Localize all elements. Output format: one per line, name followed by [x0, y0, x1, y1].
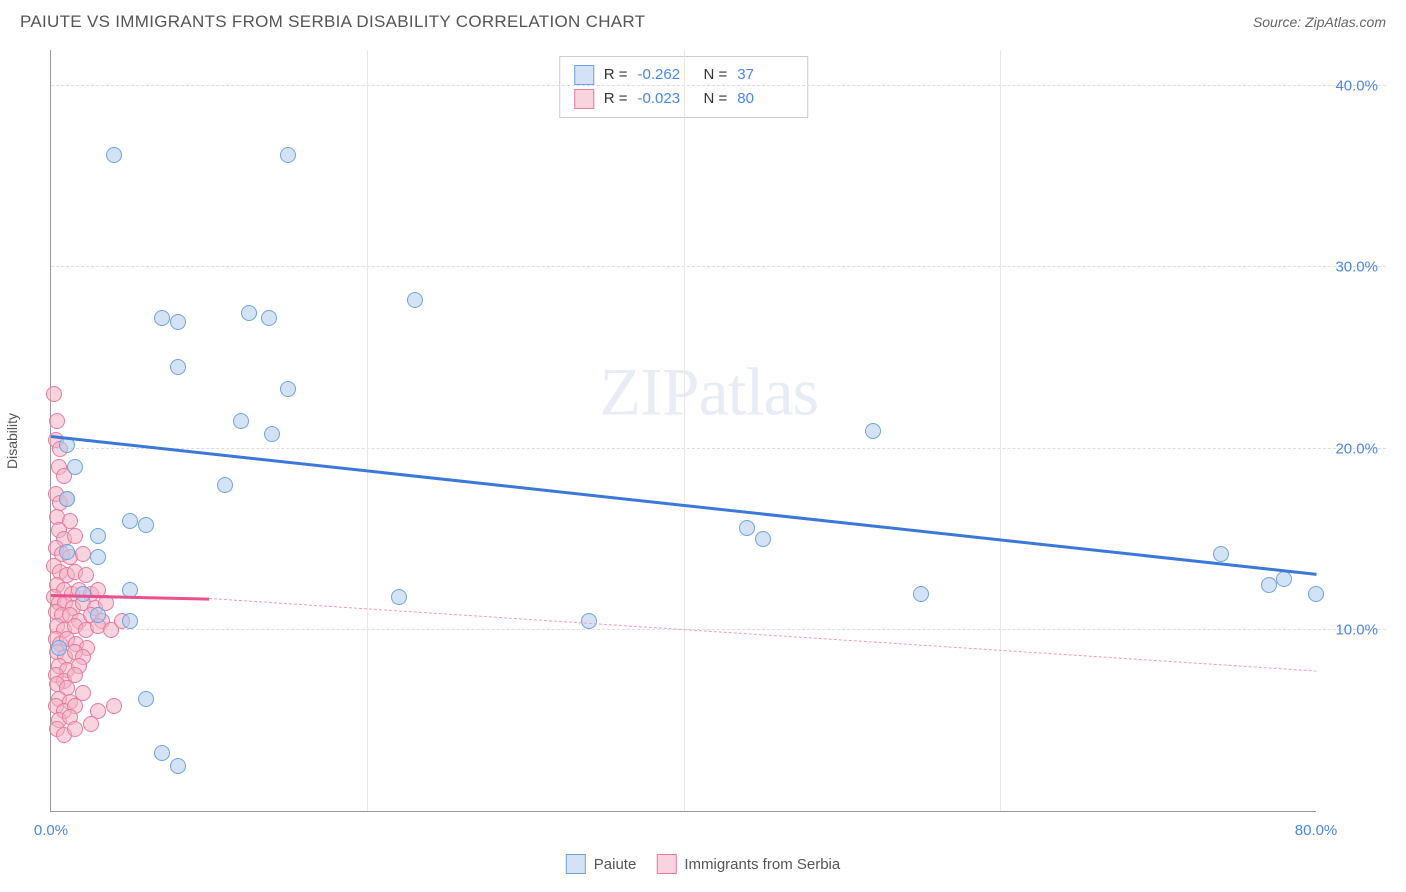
swatch-paiute	[574, 65, 594, 85]
plot-area: ZIPatlas R = -0.262 N = 37 R = -0.023 N …	[50, 50, 1316, 812]
legend-label-paiute: Paiute	[594, 856, 637, 873]
scatter-point	[1276, 571, 1292, 587]
watermark-atlas: atlas	[698, 354, 818, 430]
chart-container: Disability ZIPatlas R = -0.262 N = 37 R …	[40, 50, 1386, 832]
gridline-horizontal	[51, 629, 1386, 630]
gridline-vertical	[1000, 50, 1001, 811]
scatter-point	[138, 517, 154, 533]
scatter-point	[391, 589, 407, 605]
gridline-vertical	[367, 50, 368, 811]
scatter-point	[170, 359, 186, 375]
chart-header: PAIUTE VS IMMIGRANTS FROM SERBIA DISABIL…	[0, 0, 1406, 40]
x-tick-label: 0.0%	[34, 822, 68, 839]
n-value: 37	[737, 63, 793, 87]
gridline-horizontal	[51, 266, 1386, 267]
scatter-point	[865, 423, 881, 439]
scatter-point	[154, 310, 170, 326]
scatter-point	[241, 305, 257, 321]
scatter-point	[1308, 586, 1324, 602]
x-tick-label: 80.0%	[1295, 822, 1338, 839]
scatter-point	[67, 528, 83, 544]
gridline-vertical	[684, 50, 685, 811]
r-label: R =	[604, 87, 628, 111]
scatter-point	[122, 613, 138, 629]
scatter-point	[75, 546, 91, 562]
scatter-point	[407, 292, 423, 308]
r-value: -0.023	[638, 87, 694, 111]
scatter-point	[739, 520, 755, 536]
legend-item-paiute: Paiute	[566, 854, 637, 874]
scatter-point	[138, 691, 154, 707]
scatter-point	[1261, 577, 1277, 593]
scatter-point	[170, 314, 186, 330]
scatter-point	[154, 745, 170, 761]
scatter-point	[106, 147, 122, 163]
y-tick-label: 40.0%	[1335, 78, 1378, 95]
scatter-point	[106, 698, 122, 714]
swatch-serbia	[656, 854, 676, 874]
scatter-point	[67, 721, 83, 737]
scatter-point	[1213, 546, 1229, 562]
swatch-paiute	[566, 854, 586, 874]
chart-title: PAIUTE VS IMMIGRANTS FROM SERBIA DISABIL…	[20, 12, 645, 32]
trend-line	[209, 598, 1317, 672]
y-axis-label: Disability	[4, 413, 20, 469]
scatter-point	[122, 513, 138, 529]
scatter-point	[280, 381, 296, 397]
y-tick-label: 20.0%	[1335, 440, 1378, 457]
gridline-horizontal	[51, 85, 1386, 86]
scatter-point	[280, 147, 296, 163]
bottom-legend: Paiute Immigrants from Serbia	[566, 854, 840, 874]
scatter-point	[46, 386, 62, 402]
scatter-point	[90, 607, 106, 623]
scatter-point	[913, 586, 929, 602]
r-value: -0.262	[638, 63, 694, 87]
r-label: R =	[604, 63, 628, 87]
scatter-point	[261, 310, 277, 326]
y-tick-label: 30.0%	[1335, 259, 1378, 276]
scatter-point	[755, 531, 771, 547]
scatter-point	[233, 413, 249, 429]
scatter-point	[51, 640, 67, 656]
scatter-point	[83, 716, 99, 732]
scatter-point	[90, 549, 106, 565]
y-tick-label: 10.0%	[1335, 621, 1378, 638]
scatter-point	[581, 613, 597, 629]
scatter-point	[217, 477, 233, 493]
legend-label-serbia: Immigrants from Serbia	[684, 856, 840, 873]
source-attribution: Source: ZipAtlas.com	[1253, 14, 1386, 30]
legend-item-serbia: Immigrants from Serbia	[656, 854, 840, 874]
n-value: 80	[737, 87, 793, 111]
scatter-point	[59, 491, 75, 507]
swatch-serbia	[574, 89, 594, 109]
n-label: N =	[704, 87, 728, 111]
scatter-point	[170, 758, 186, 774]
scatter-point	[49, 413, 65, 429]
scatter-point	[90, 528, 106, 544]
scatter-point	[67, 459, 83, 475]
gridline-horizontal	[51, 448, 1386, 449]
scatter-point	[59, 544, 75, 560]
scatter-point	[264, 426, 280, 442]
n-label: N =	[704, 63, 728, 87]
scatter-point	[75, 586, 91, 602]
watermark: ZIPatlas	[599, 353, 818, 432]
